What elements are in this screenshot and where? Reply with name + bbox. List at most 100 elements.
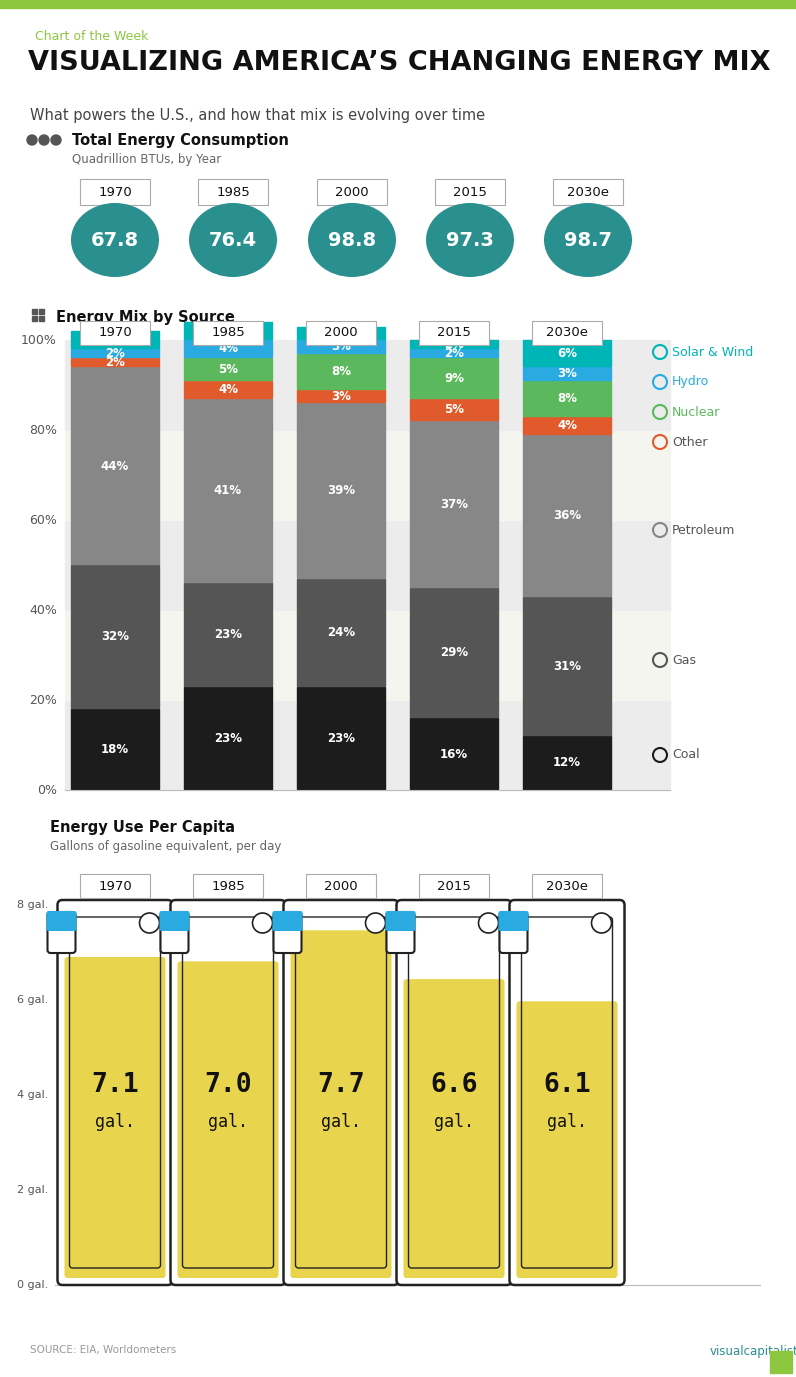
Bar: [71, 330, 159, 348]
Text: visualcapitalist.com: visualcapitalist.com: [710, 1345, 796, 1358]
Circle shape: [51, 135, 61, 145]
Bar: [297, 687, 385, 789]
FancyBboxPatch shape: [419, 874, 489, 898]
Text: Petroleum: Petroleum: [672, 523, 736, 537]
Ellipse shape: [71, 202, 159, 277]
Text: 5%: 5%: [218, 362, 238, 376]
FancyBboxPatch shape: [80, 321, 150, 346]
Text: Gas: Gas: [672, 654, 696, 666]
Circle shape: [591, 913, 611, 934]
FancyBboxPatch shape: [46, 912, 76, 931]
FancyBboxPatch shape: [170, 901, 286, 1285]
Circle shape: [365, 913, 385, 934]
FancyBboxPatch shape: [48, 912, 76, 953]
Bar: [523, 735, 611, 789]
Bar: [65, 430, 670, 521]
Text: 6.6: 6.6: [430, 1073, 478, 1097]
Bar: [410, 588, 498, 717]
Text: Coal: Coal: [672, 749, 700, 761]
Text: 4%: 4%: [218, 325, 238, 337]
Text: 2000: 2000: [324, 880, 358, 892]
Text: 9%: 9%: [444, 372, 464, 384]
FancyBboxPatch shape: [553, 179, 623, 205]
Text: 23%: 23%: [214, 731, 242, 745]
Text: 2%: 2%: [105, 347, 125, 359]
Bar: [523, 435, 611, 595]
Text: 2 gal.: 2 gal.: [17, 1186, 48, 1195]
Text: 0%: 0%: [37, 784, 57, 796]
Bar: [410, 421, 498, 587]
FancyBboxPatch shape: [500, 912, 528, 953]
Text: Quadrillion BTUs, by Year: Quadrillion BTUs, by Year: [72, 153, 221, 167]
Text: 4%: 4%: [218, 343, 238, 355]
Bar: [410, 348, 498, 357]
Text: 2%: 2%: [105, 357, 125, 369]
Text: VISUALIZING AMERICA’S CHANGING ENERGY MIX: VISUALIZING AMERICA’S CHANGING ENERGY MI…: [28, 50, 771, 76]
Text: 67.8: 67.8: [91, 230, 139, 249]
Text: 44%: 44%: [101, 460, 129, 472]
Bar: [523, 596, 611, 735]
Bar: [32, 315, 37, 321]
Bar: [71, 709, 159, 789]
Bar: [65, 610, 670, 700]
Text: Energy Mix by Source: Energy Mix by Source: [56, 310, 235, 325]
Text: 2030e: 2030e: [546, 326, 588, 340]
Text: 37%: 37%: [440, 497, 468, 511]
Text: 0 gal.: 0 gal.: [17, 1281, 48, 1290]
Text: 1985: 1985: [211, 880, 245, 892]
Text: 40%: 40%: [29, 603, 57, 617]
Text: 80%: 80%: [29, 424, 57, 437]
Bar: [297, 390, 385, 402]
Text: 6 gal.: 6 gal.: [17, 996, 48, 1005]
Text: 23%: 23%: [214, 628, 242, 642]
Bar: [770, 1351, 792, 1373]
Bar: [297, 326, 385, 339]
Bar: [39, 315, 44, 321]
Text: 2000: 2000: [335, 186, 369, 198]
FancyBboxPatch shape: [159, 912, 189, 931]
Text: gal.: gal.: [208, 1113, 248, 1131]
Circle shape: [139, 913, 159, 934]
Text: Hydro: Hydro: [672, 376, 709, 388]
Bar: [65, 521, 670, 610]
FancyBboxPatch shape: [272, 912, 302, 931]
Text: 36%: 36%: [553, 509, 581, 522]
Text: 8%: 8%: [557, 392, 577, 405]
Text: 100%: 100%: [21, 333, 57, 347]
Bar: [71, 358, 159, 366]
Bar: [184, 358, 272, 380]
Bar: [71, 565, 159, 708]
Text: 23%: 23%: [327, 731, 355, 745]
Bar: [297, 354, 385, 388]
Text: gal.: gal.: [321, 1113, 361, 1131]
Bar: [184, 687, 272, 789]
Text: Other: Other: [672, 435, 708, 449]
Text: 4 gal.: 4 gal.: [17, 1091, 48, 1100]
Text: 2015: 2015: [453, 186, 487, 198]
Text: 29%: 29%: [440, 646, 468, 660]
Bar: [65, 700, 670, 790]
Circle shape: [39, 135, 49, 145]
Text: 32%: 32%: [101, 631, 129, 643]
FancyBboxPatch shape: [57, 901, 173, 1285]
Bar: [184, 380, 272, 398]
Text: 39%: 39%: [327, 485, 355, 497]
FancyBboxPatch shape: [283, 901, 399, 1285]
Bar: [184, 322, 272, 339]
Text: 2%: 2%: [444, 347, 464, 359]
Text: Total Energy Consumption: Total Energy Consumption: [72, 134, 289, 147]
FancyBboxPatch shape: [404, 979, 505, 1278]
Bar: [297, 340, 385, 353]
Text: Solar & Wind: Solar & Wind: [672, 346, 753, 358]
Bar: [410, 398, 498, 420]
FancyBboxPatch shape: [435, 179, 505, 205]
Text: 18%: 18%: [101, 744, 129, 756]
Bar: [184, 398, 272, 582]
FancyBboxPatch shape: [306, 874, 376, 898]
FancyBboxPatch shape: [498, 912, 529, 931]
Text: 3%: 3%: [331, 340, 351, 354]
FancyBboxPatch shape: [517, 1001, 618, 1278]
Bar: [71, 368, 159, 565]
Bar: [297, 403, 385, 577]
Text: 97.3: 97.3: [446, 230, 494, 249]
